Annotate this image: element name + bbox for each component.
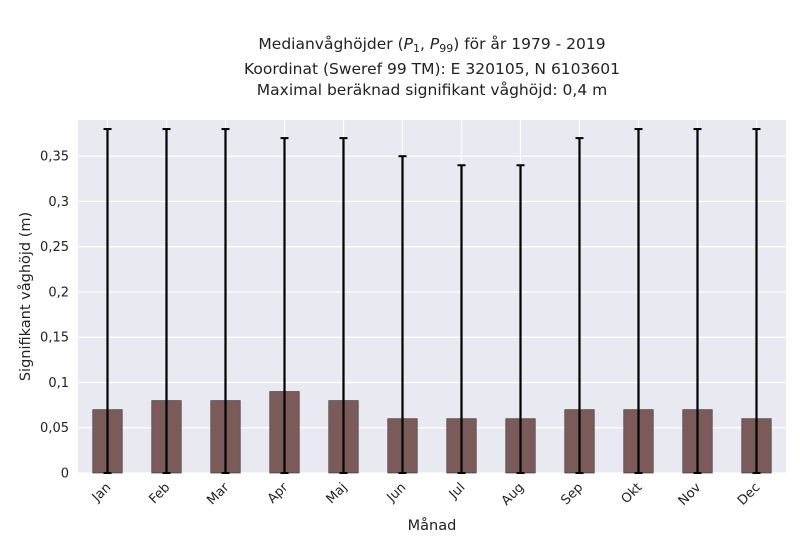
x-tick-label: Dec <box>735 480 763 508</box>
x-tick-label: Nov <box>676 480 705 509</box>
error-bars <box>103 128 761 474</box>
x-tick-label: Feb <box>146 480 173 507</box>
title-line-1-suffix: ) för år 1979 - 2019 <box>453 35 606 53</box>
y-axis-label: Signifikant våghöjd (m) <box>17 212 34 381</box>
title-p1-letter: P <box>403 35 413 53</box>
x-tick-label: Jun <box>384 480 410 506</box>
x-tick-label: Jul <box>446 480 468 502</box>
y-tick-label: 0,1 <box>48 376 69 391</box>
title-p99-letter: P <box>429 35 440 53</box>
y-tick-label: 0 <box>61 467 69 482</box>
title-line-1: Medianvåghöjder (P1, P99) för år 1979 - … <box>78 34 786 59</box>
x-tick-label: Okt <box>619 480 646 507</box>
title-line-3: Maximal beräknad signifikant våghöjd: 0,… <box>256 81 608 99</box>
x-tick-label: Aug <box>499 480 528 509</box>
plot-area <box>78 120 786 473</box>
y-tick-label: 0,25 <box>40 240 69 255</box>
x-axis-label: Månad <box>408 517 457 534</box>
title-p99-subscript: 99 <box>439 42 454 55</box>
x-axis-ticks: Jan Feb Mar Apr Maj Jun Jul Aug Sep Okt Nov Dec <box>89 480 763 509</box>
x-tick-label: Sep <box>558 480 586 508</box>
title-separator: , <box>420 35 430 53</box>
x-tick-label: Maj <box>324 480 351 507</box>
x-tick-label: Mar <box>204 480 232 508</box>
y-tick-label: 0,3 <box>48 195 69 210</box>
y-tick-label: 0,35 <box>40 150 69 165</box>
chart-title: Medianvåghöjder (P1, P99) för år 1979 - … <box>78 34 786 101</box>
y-axis-ticks: 0 0,05 0,1 0,15 0,2 0,25 0,3 0,35 <box>40 150 69 482</box>
title-p1-subscript: 1 <box>413 42 420 55</box>
y-tick-label: 0,2 <box>48 285 69 300</box>
x-tick-label: Apr <box>265 480 292 507</box>
y-tick-label: 0,15 <box>40 331 69 346</box>
x-tick-label: Jan <box>89 480 114 505</box>
title-line-1-prefix: Medianvåghöjder ( <box>258 35 404 53</box>
title-line-2: Koordinat (Sweref 99 TM): E 320105, N 61… <box>244 60 620 78</box>
y-tick-label: 0,05 <box>40 421 69 436</box>
